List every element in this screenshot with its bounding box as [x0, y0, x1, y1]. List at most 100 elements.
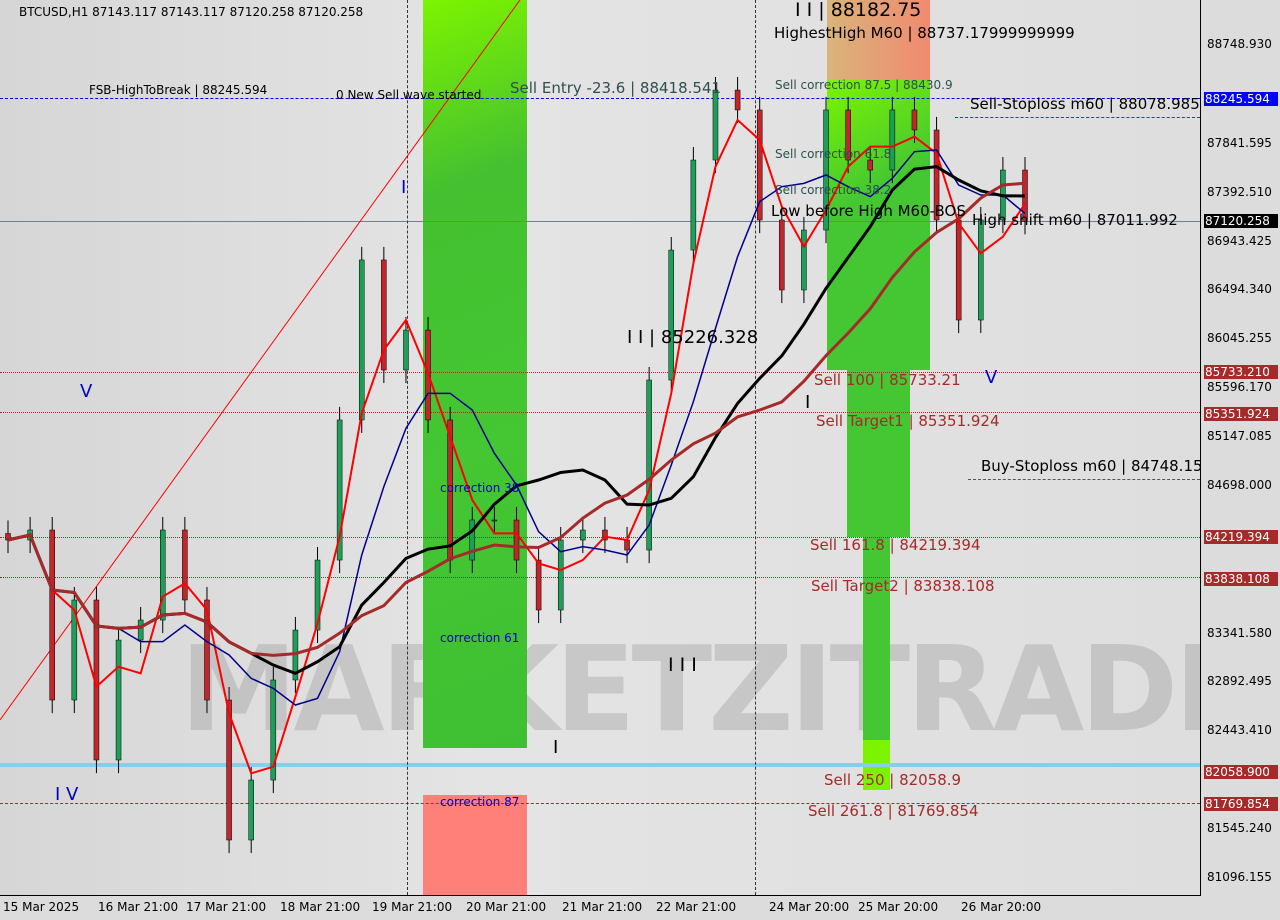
time-tick: 24 Mar 20:00	[769, 900, 850, 914]
sell100-label: Sell 100 | 85733.21	[814, 371, 961, 389]
time-tick: 21 Mar 21:00	[562, 900, 643, 914]
sell-target1-line	[0, 412, 1200, 413]
candle-body	[137, 619, 144, 641]
price-tag: 85351.924	[1204, 406, 1278, 421]
high-shift-label: High shift m60 | 87011.992	[972, 211, 1178, 229]
price-tick: 81096.155	[1207, 870, 1272, 884]
candle-body	[403, 329, 409, 371]
candle-body	[535, 559, 542, 611]
ma-fast-line	[7, 118, 1026, 775]
candle-body	[624, 539, 630, 551]
price-tag: 88245.594	[1204, 91, 1278, 106]
candle-body	[115, 639, 122, 761]
candle-body	[580, 529, 586, 541]
candle-body	[823, 109, 829, 231]
time-tick: 17 Mar 21:00	[186, 900, 267, 914]
sell-correction-618-label: Sell correction 61.8	[775, 147, 892, 161]
candle-body	[248, 779, 254, 841]
sell-correction-875-label: Sell correction 87.5 | 88430.9	[775, 78, 953, 92]
candle-body	[336, 419, 343, 561]
sell250-line	[0, 763, 1200, 767]
price-tag: 81769.854	[1204, 796, 1278, 811]
candle-body	[756, 109, 763, 221]
wave-1-black-label-2: I	[805, 392, 811, 413]
sell-target2-label: Sell Target2 | 83838.108	[811, 577, 995, 595]
sell2618-line	[0, 803, 1200, 804]
price-tag: 83838.108	[1204, 571, 1278, 586]
time-tick: 16 Mar 21:00	[98, 900, 179, 914]
candlestick-chart	[0, 0, 1028, 854]
candle-body	[845, 109, 851, 161]
price-tick: 87841.595	[1207, 135, 1272, 150]
sell-stoploss-label: Sell-Stoploss m60 | 88078.985	[970, 95, 1200, 113]
new-sell-label: 0 New Sell wave started	[336, 88, 482, 102]
price-tick: 85147.085	[1207, 429, 1272, 444]
candle-body	[49, 529, 55, 701]
candle-body	[889, 109, 896, 171]
candle-body	[955, 219, 962, 321]
price-tick: 85596.170	[1207, 380, 1272, 395]
candle-body	[491, 519, 498, 522]
sell-target1-label: Sell Target1 | 85351.924	[816, 412, 1000, 430]
vline-2	[755, 0, 756, 895]
price-tick: 87392.510	[1207, 184, 1272, 199]
candle-body	[801, 229, 807, 291]
price-tick: 82892.495	[1207, 674, 1272, 689]
trend-line	[0, 0, 521, 721]
wave-3-label: I I | 88182.75	[795, 0, 922, 21]
candle-body	[668, 249, 675, 381]
candle-body	[513, 519, 520, 561]
vline-1	[407, 0, 408, 895]
price-tick: 86045.255	[1207, 331, 1272, 346]
time-tick: 25 Mar 20:00	[858, 900, 939, 914]
correction-zone-red	[423, 795, 527, 895]
candle-body	[469, 519, 476, 561]
sell-stoploss-line	[955, 117, 1200, 118]
symbol-info: BTCUSD,H1 87143.117 87143.117 87120.258 …	[19, 5, 364, 19]
wave-1-black-label: I	[553, 737, 559, 758]
sell-zone-green-3	[847, 370, 910, 537]
candle-body	[270, 679, 277, 781]
sell-correction-382-label: Sell correction 38.2	[775, 183, 892, 197]
correction-38-label: correction 38	[440, 481, 520, 495]
sell2618-label: Sell 261.8 | 81769.854	[808, 802, 979, 820]
correction-87-label: correction 87	[440, 795, 520, 809]
candle-body	[226, 699, 232, 841]
sell-zone-top-tan	[827, 0, 930, 80]
candle-body	[933, 129, 940, 221]
fsb-high-line	[0, 98, 1200, 99]
price-tick: 88748.930	[1207, 37, 1272, 51]
wave-3-black-label: I I I	[668, 654, 697, 676]
fsb-label: FSB-HighToBreak | 88245.594	[89, 83, 268, 97]
price-tag: 84219.394	[1204, 530, 1278, 545]
candle-body	[602, 529, 608, 541]
sell-target2-line	[0, 577, 1200, 578]
candle-body	[690, 159, 697, 251]
candle-body	[358, 259, 365, 421]
time-tick: 18 Mar 21:00	[280, 900, 361, 914]
time-tick: 19 Mar 21:00	[372, 900, 453, 914]
candle-body	[779, 219, 785, 291]
watermark: MARKETZITRADE	[180, 620, 1201, 758]
candle-body	[71, 599, 78, 701]
sell-entry-label: Sell Entry -23.6 | 88418.541	[510, 79, 722, 97]
highest-high-label: HighestHigh M60 | 88737.17999999999	[774, 24, 1075, 42]
wave-5-label: V	[80, 381, 93, 402]
price-tag: 82058.900	[1204, 765, 1278, 780]
sell100-line	[0, 372, 1200, 373]
buy-stoploss-line	[968, 479, 1200, 480]
time-tick: 20 Mar 21:00	[466, 900, 547, 914]
correction-61-label: correction 61	[440, 631, 520, 645]
time-tick: 15 Mar 2025	[3, 900, 80, 914]
candle-body	[712, 89, 719, 161]
wave-2-label: I I | 85226.328	[627, 327, 759, 348]
wave-4-label: I V	[55, 784, 79, 805]
price-tick: 83341.580	[1207, 625, 1272, 640]
price-tick: 82443.410	[1207, 723, 1272, 738]
time-tick: 26 Mar 20:00	[961, 900, 1042, 914]
chart-plot-area[interactable]: MARKETZITRADE BTCUSD,H1 87143.117 87143.…	[0, 0, 1201, 896]
price-tick: 84698.000	[1207, 477, 1272, 492]
candle-body	[978, 219, 984, 321]
current-price-line	[0, 221, 1200, 222]
price-tick: 86943.425	[1207, 233, 1272, 248]
